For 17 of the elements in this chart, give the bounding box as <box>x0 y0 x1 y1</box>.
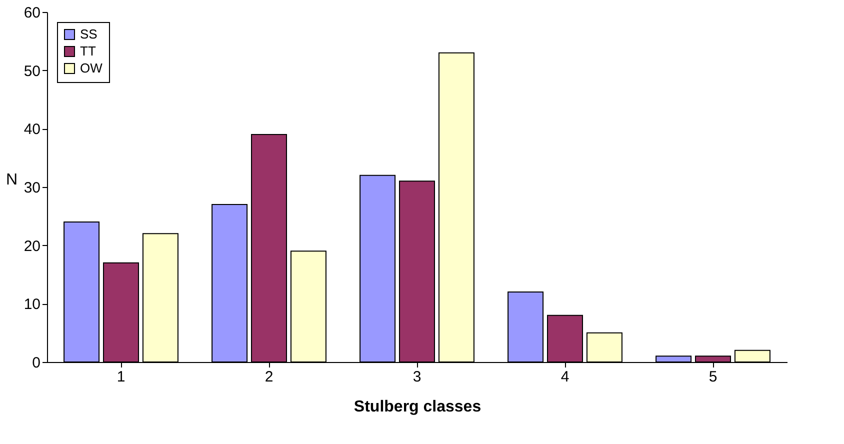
legend-label: TT <box>80 44 96 58</box>
y-tick-label: 50 <box>24 62 40 80</box>
y-tick-label: 30 <box>24 180 40 196</box>
y-tick-label: 10 <box>24 296 40 314</box>
legend-label: SS <box>80 26 98 42</box>
y-axis-title: N <box>6 172 18 188</box>
y-tick-label: 40 <box>24 121 40 138</box>
x-tick-label: 4 <box>560 368 570 386</box>
y-tick-label: 20 <box>24 238 40 255</box>
x-tick-label: 2 <box>264 368 274 386</box>
x-axis-title: Stulberg classes <box>354 398 482 416</box>
x-tick-label: 3 <box>412 368 422 386</box>
y-tick-label: 60 <box>24 4 40 22</box>
legend-label: OW <box>80 60 104 76</box>
y-tick-label: 0 <box>32 354 40 372</box>
x-tick-label: 1 <box>116 368 126 386</box>
x-tick-label: 5 <box>708 368 718 386</box>
